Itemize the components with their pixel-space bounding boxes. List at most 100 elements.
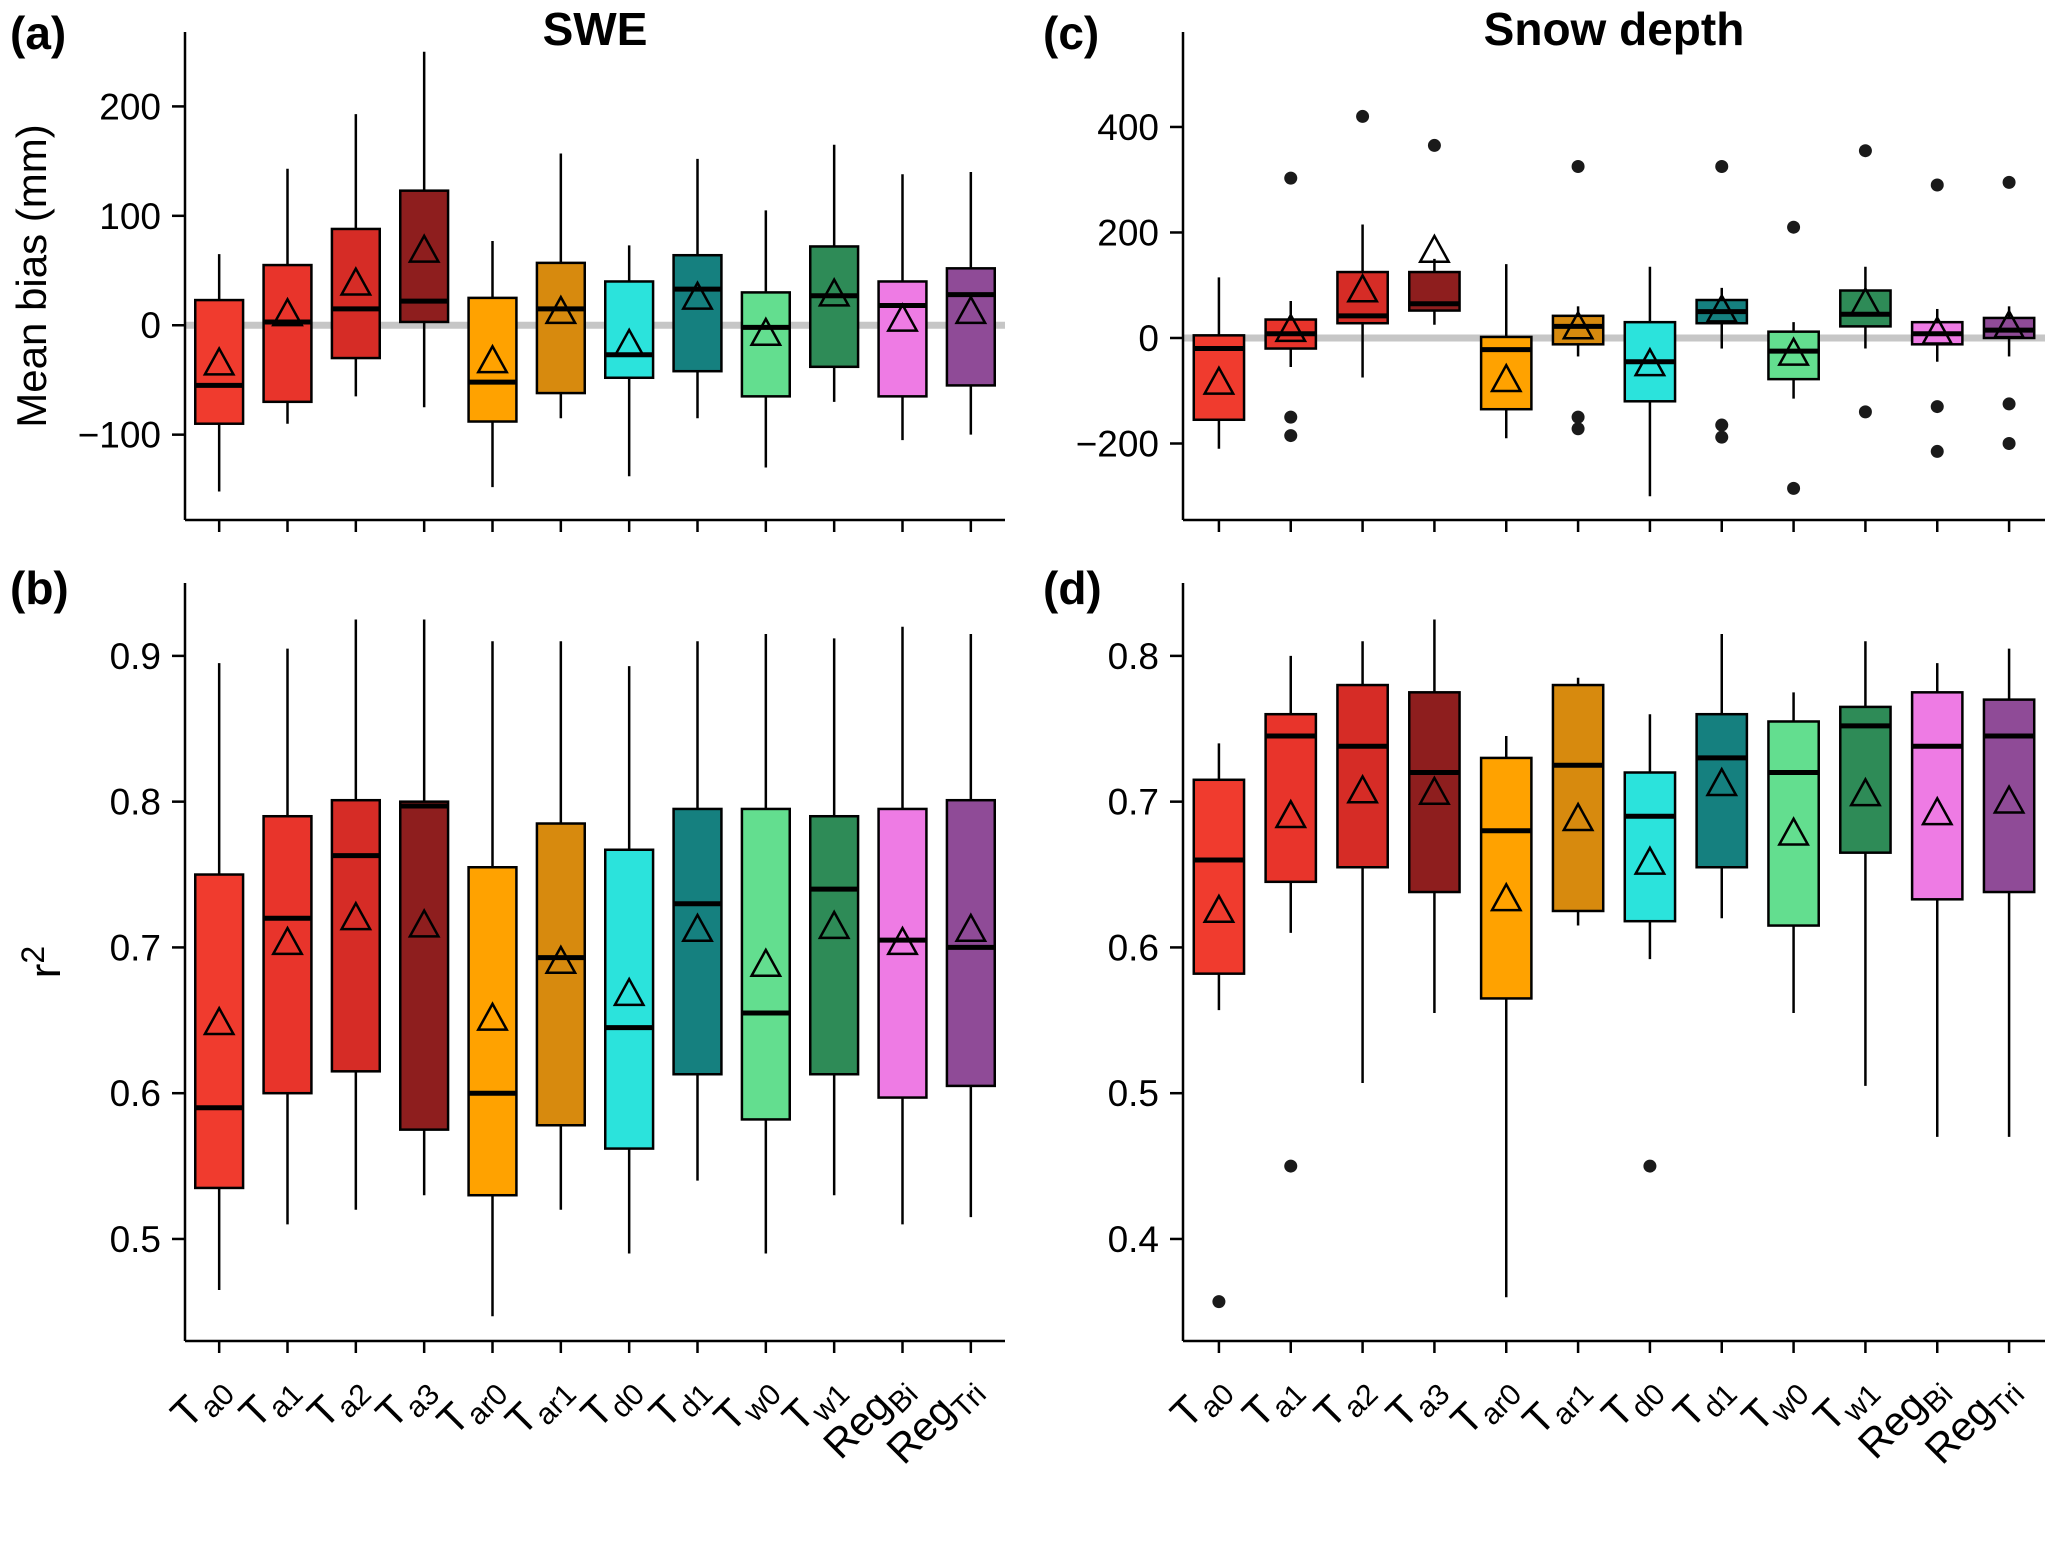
box-Tw1	[1839, 289, 1892, 328]
y-tick-label: 0.6	[110, 1073, 161, 1114]
x-category-label-Td1: Td1	[640, 1363, 719, 1442]
y-tick-label: 0.6	[1108, 927, 1159, 968]
box-Tar1	[1551, 314, 1605, 346]
outlier-point	[1571, 422, 1585, 436]
x-category-label-Ta3: Ta3	[1377, 1363, 1456, 1442]
box-Ta0	[194, 298, 245, 425]
mean-triangle-Ta2	[339, 900, 373, 931]
mean-triangle-Td0	[612, 976, 646, 1007]
outlier-point	[1787, 481, 1801, 495]
mean-triangle-RegBi	[1920, 795, 1954, 826]
y-tick-label: 0.4	[1108, 1219, 1159, 1260]
mean-triangle-Ta2	[339, 266, 373, 296]
box-Td1	[672, 253, 723, 373]
x-category-label-Td0: Td0	[1592, 1363, 1671, 1442]
mean-triangle-Tw0	[1777, 336, 1810, 366]
mean-triangle-Ta1	[271, 296, 304, 327]
mean-triangle-Td1	[1705, 766, 1739, 797]
box-Ta1	[262, 263, 313, 404]
y-tick-label: 0.8	[1108, 636, 1159, 677]
box-Tar1	[1551, 683, 1605, 913]
mean-triangle-Ta0	[1202, 365, 1236, 395]
box-Ta3	[1408, 691, 1461, 894]
mean-triangle-Td1	[681, 280, 714, 310]
y-tick-label: 0.9	[110, 636, 161, 677]
y-tick-label: 400	[1097, 107, 1159, 148]
box-Tar1	[535, 822, 587, 1127]
outlier-point	[1858, 405, 1872, 419]
mean-triangle-RegBi	[1920, 315, 1954, 345]
x-category-label-RegTri: RegTri	[878, 1363, 993, 1478]
y-tick-label: 0	[140, 305, 161, 346]
outlier-point	[1571, 160, 1585, 174]
box-Td1	[1695, 712, 1749, 869]
outlier-point	[1787, 220, 1801, 234]
outlier-point	[1930, 400, 1944, 414]
mean-triangle-Tar0	[1489, 362, 1523, 393]
outlier-point	[1715, 430, 1729, 444]
x-category-label-Td1: Td1	[1664, 1363, 1743, 1442]
y-axis-title-r2: r2	[15, 946, 70, 978]
mean-triangle-Ta1	[271, 925, 304, 956]
box-Ta2	[330, 798, 381, 1073]
mean-triangle-Td1	[681, 912, 714, 942]
x-category-label-Ta0: Ta0	[1161, 1363, 1240, 1442]
boxplot-snowdepth-r2: 0.4 0.5 0.6 0.7 0.8 Ta0Ta1Ta2Ta3Tar0Tar1Td0Td…	[1108, 583, 2045, 1473]
outlier-point	[2002, 397, 2016, 411]
box-Ta0	[194, 873, 245, 1190]
outlier-point	[1284, 171, 1298, 185]
panel-label-d: (d)	[1043, 562, 1102, 614]
mean-triangle-Ta3	[407, 233, 441, 263]
box-Tar0	[467, 866, 518, 1197]
mean-triangle-RegBi	[886, 302, 919, 332]
box-Ta1	[1264, 712, 1318, 884]
mean-triangle-Tar0	[476, 1001, 509, 1031]
panel-c: (c) Snow depth −200 0 200 400	[1033, 0, 2067, 555]
mean-triangle-Td0	[1633, 845, 1667, 875]
panel-label-a: (a)	[10, 7, 67, 59]
box-RegTri	[945, 798, 997, 1088]
outlier-point	[1284, 429, 1298, 443]
x-category-label-Ta3: Ta3	[367, 1363, 446, 1442]
mean-triangle-Td0	[1633, 346, 1667, 377]
mean-triangle-Tar0	[1489, 881, 1523, 912]
mean-triangle-Td1	[1705, 292, 1739, 323]
box-Tw0	[740, 807, 792, 1121]
mean-triangle-RegTri	[954, 912, 988, 942]
boxplot-swe-r2: 0.50.60.70.80.9Ta0Ta1Ta2Ta3Tar0Tar1Td0Td…	[15, 583, 1005, 1478]
y-tick-label: −100	[78, 415, 161, 456]
x-category-label-Ta2: Ta2	[1305, 1363, 1384, 1442]
outlier-point	[2002, 437, 2016, 451]
mean-triangle-Tar1	[1561, 801, 1595, 832]
outlier-point	[1643, 1159, 1657, 1173]
mean-triangle-RegBi	[886, 925, 919, 956]
mean-triangle-Tar0	[476, 343, 509, 374]
x-category-label-Td0: Td0	[572, 1363, 651, 1442]
panel-label-b: (b)	[10, 562, 69, 614]
y-axis-title-mean-bias: Mean bias (mm)	[8, 124, 55, 427]
mean-triangle-Ta1	[1274, 312, 1308, 343]
box-Tar0	[1479, 756, 1533, 1000]
y-tick-label: 0.5	[1108, 1073, 1159, 1114]
outlier-point	[1212, 1295, 1226, 1309]
mean-triangle-Ta1	[1274, 798, 1308, 829]
mean-triangle-Tw0	[1777, 816, 1810, 846]
box-Tar0	[467, 296, 518, 423]
panel-title-swe: SWE	[542, 3, 648, 55]
box-Tw0	[1767, 720, 1820, 927]
outlier-point	[1858, 144, 1872, 158]
mean-triangle-Ta2	[1346, 272, 1379, 303]
mean-triangle-Tw1	[817, 909, 851, 940]
mean-triangle-Tw1	[817, 277, 851, 307]
boxplot-swe-mean-bias: −100 0 100 200 Mean bias (mm)	[8, 32, 1005, 532]
y-tick-label: 0.8	[110, 782, 161, 823]
panel-label-c: (c)	[1043, 7, 1100, 59]
mean-triangle-Tar1	[1561, 309, 1595, 340]
box-Td0	[604, 848, 655, 1150]
mean-triangle-Tw0	[749, 947, 783, 977]
box-Ta0	[1192, 778, 1246, 975]
box-Ta3	[399, 800, 450, 1131]
mean-triangle-Tw1	[1849, 286, 1882, 316]
panel-b: (b) 0.5 0.6 0.7 0.8 0.9 Ta0 Ta1 Ta2 Ta3 Tar0 Tar1 T…	[0, 555, 1033, 1560]
